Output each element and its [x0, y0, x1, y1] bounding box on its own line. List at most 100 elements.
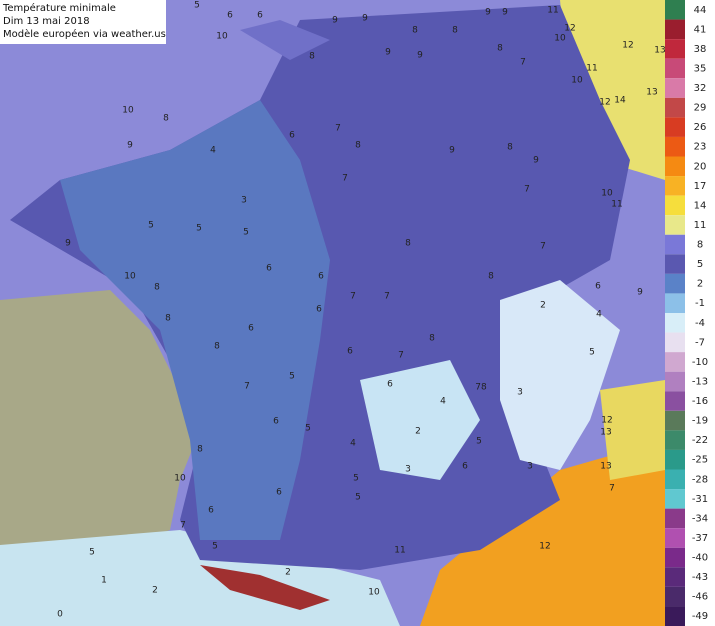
station-value: 13 — [600, 462, 611, 472]
legend-swatch — [665, 215, 685, 235]
station-value: 2 — [152, 586, 158, 596]
station-value: 2 — [540, 301, 546, 311]
legend-swatch — [665, 136, 685, 157]
station-value: 9 — [502, 8, 508, 18]
station-value: 5 — [196, 224, 202, 234]
legend-swatch — [665, 313, 685, 333]
station-value: 7 — [180, 521, 186, 531]
station-value: 7 — [342, 174, 348, 184]
legend-label: 41 — [694, 24, 707, 35]
legend-swatch — [665, 234, 685, 255]
legend-swatch — [665, 352, 685, 372]
station-value: 9 — [65, 239, 71, 249]
legend-swatch — [665, 586, 685, 607]
station-value: 10 — [174, 474, 186, 484]
station-value: 8 — [412, 26, 418, 36]
station-value: 5 — [305, 424, 311, 434]
station-value: 8 — [309, 52, 315, 62]
legend-swatch — [665, 293, 685, 313]
station-value: 6 — [289, 131, 295, 141]
station-value: 6 — [318, 272, 324, 282]
legend-swatch — [665, 391, 685, 411]
legend-swatch — [665, 567, 685, 587]
legend-label: -22 — [692, 435, 708, 446]
station-value: 7 — [520, 58, 526, 68]
station-value: 8 — [497, 44, 503, 54]
east-warm — [560, 0, 665, 180]
legend-swatch — [665, 254, 685, 274]
station-value: 12 — [599, 98, 610, 108]
station-value: 5 — [194, 1, 200, 11]
station-value: 12 — [601, 416, 612, 426]
station-value: 1 — [101, 576, 107, 586]
station-value: 12 — [564, 24, 575, 34]
station-value: 11 — [394, 546, 405, 556]
station-value: 8 — [405, 239, 411, 249]
station-value: 7 — [244, 382, 250, 392]
station-value: 9 — [533, 156, 539, 166]
legend-label: -34 — [692, 513, 708, 524]
station-value: 7 — [335, 124, 341, 134]
legend-swatch — [665, 273, 685, 294]
station-value: 10 — [368, 588, 380, 598]
station-value: 7 — [540, 242, 546, 252]
station-value: 3 — [405, 465, 411, 475]
pyrenees-warm — [200, 565, 330, 610]
station-value: 8 — [429, 334, 435, 344]
station-value: 6 — [347, 347, 353, 357]
station-value: 4 — [440, 397, 446, 407]
station-value: 7 — [398, 351, 404, 361]
legend-label: 32 — [694, 83, 707, 94]
station-value: 8 — [488, 272, 494, 282]
legend-swatch — [665, 547, 685, 568]
legend-swatch — [665, 176, 685, 196]
legend-label: -28 — [692, 474, 708, 485]
station-value: 6 — [316, 305, 322, 315]
station-value: 8 — [197, 445, 203, 455]
station-value: 10 — [124, 272, 136, 282]
legend-label: 5 — [697, 259, 703, 270]
station-value: 8 — [154, 283, 160, 293]
station-value: 7 — [609, 484, 615, 494]
station-value: 9 — [127, 141, 133, 151]
station-value: 10 — [571, 76, 583, 86]
mediterranean — [420, 440, 665, 626]
station-value: 8 — [452, 26, 458, 36]
legend-label: 11 — [694, 220, 707, 231]
station-value: 11 — [611, 200, 622, 210]
legend-swatch — [665, 489, 685, 509]
station-value: 8 — [214, 342, 220, 352]
massif-central — [360, 360, 480, 480]
alps — [500, 280, 620, 470]
legend-swatch — [665, 332, 685, 353]
station-value: 5 — [353, 474, 359, 484]
station-value: 2 — [285, 568, 291, 578]
station-value: 8 — [165, 314, 171, 324]
legend-label: 29 — [694, 103, 707, 114]
station-value: 9 — [385, 48, 391, 58]
station-value: 5 — [243, 228, 249, 238]
legend-label: -13 — [692, 376, 708, 387]
legend-swatch — [665, 508, 685, 529]
station-value: 5 — [476, 437, 482, 447]
station-value: 4 — [596, 310, 602, 320]
legend-label: -7 — [695, 337, 705, 348]
station-value: 4 — [350, 439, 356, 449]
station-value: 9 — [362, 14, 368, 24]
station-value: 4 — [210, 146, 216, 156]
station-value: 8 — [163, 114, 169, 124]
legend-swatch — [665, 606, 685, 626]
legend-label: 17 — [694, 181, 707, 192]
station-value: 11 — [586, 64, 597, 74]
station-value: 10 — [216, 32, 228, 42]
station-value: 10 — [122, 106, 134, 116]
source: Modèle européen via weather.us — [3, 28, 166, 40]
station-value: 78 — [475, 383, 487, 393]
station-value: 6 — [387, 380, 393, 390]
legend-swatch — [665, 39, 685, 59]
legend-label: -40 — [692, 553, 708, 564]
legend-swatch — [665, 469, 685, 490]
station-value: 5 — [212, 542, 218, 552]
legend-swatch — [665, 58, 685, 79]
